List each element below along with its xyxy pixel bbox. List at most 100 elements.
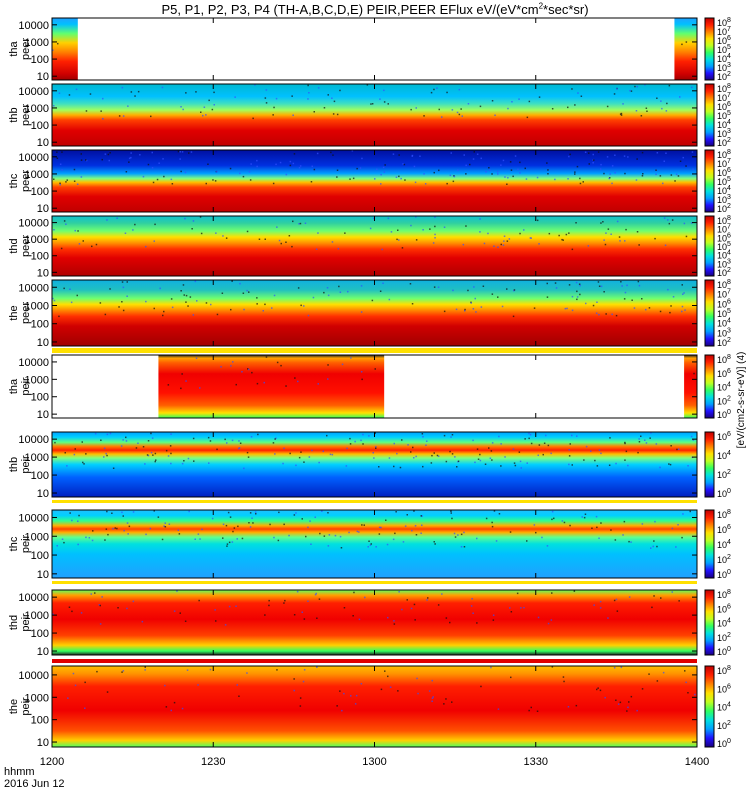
noise-speck bbox=[619, 240, 621, 242]
noise-speck bbox=[123, 529, 125, 532]
panel-ylabel-4: peer bbox=[20, 302, 32, 324]
noise-speck bbox=[104, 313, 107, 316]
noise-speck bbox=[197, 533, 200, 535]
noise-speck bbox=[393, 442, 395, 445]
noise-speck bbox=[303, 618, 306, 620]
noise-speck bbox=[628, 540, 630, 543]
noise-speck bbox=[500, 443, 502, 445]
noise-speck bbox=[693, 372, 695, 375]
noise-speck bbox=[625, 450, 628, 453]
noise-speck bbox=[579, 182, 582, 185]
noise-speck bbox=[628, 701, 630, 703]
noise-speck bbox=[664, 244, 667, 246]
noise-speck bbox=[241, 371, 243, 373]
noise-speck bbox=[491, 521, 493, 524]
noise-speck bbox=[331, 97, 333, 99]
time-axis-label: hhmm bbox=[4, 766, 35, 778]
noise-speck bbox=[225, 524, 228, 527]
noise-speck bbox=[622, 534, 624, 536]
noise-speck bbox=[273, 294, 276, 297]
noise-speck bbox=[489, 169, 491, 171]
noise-speck bbox=[121, 671, 123, 673]
noise-speck bbox=[234, 96, 236, 98]
noise-speck bbox=[246, 230, 249, 233]
noise-speck bbox=[303, 669, 306, 671]
noise-speck bbox=[615, 598, 618, 601]
noise-speck bbox=[285, 173, 288, 176]
noise-speck bbox=[182, 108, 184, 111]
noise-speck bbox=[59, 163, 62, 165]
noise-speck bbox=[529, 237, 532, 239]
noise-speck bbox=[684, 309, 686, 311]
noise-speck bbox=[677, 175, 680, 177]
noise-speck bbox=[645, 107, 648, 109]
noise-speck bbox=[593, 604, 595, 606]
noise-speck bbox=[524, 167, 526, 170]
colorbar-tick-label: 106 bbox=[717, 298, 731, 309]
noise-speck bbox=[371, 103, 374, 105]
noise-speck bbox=[283, 523, 285, 526]
colorbar-tick-label: 103 bbox=[717, 128, 731, 139]
noise-speck bbox=[627, 464, 629, 467]
noise-speck bbox=[575, 704, 578, 707]
noise-speck bbox=[114, 527, 116, 529]
noise-speck bbox=[299, 705, 302, 707]
noise-speck bbox=[587, 245, 590, 247]
noise-speck bbox=[683, 222, 686, 225]
noise-speck bbox=[604, 696, 606, 699]
noise-speck bbox=[348, 531, 350, 534]
y-tick-label: 1000 bbox=[25, 692, 49, 704]
noise-speck bbox=[465, 173, 467, 175]
noise-speck bbox=[111, 512, 113, 514]
noise-speck bbox=[685, 165, 687, 167]
colorbar-tick-label: 104 bbox=[717, 119, 731, 130]
noise-speck bbox=[319, 532, 321, 535]
noise-speck bbox=[265, 356, 268, 358]
noise-speck bbox=[360, 371, 363, 373]
noise-speck bbox=[655, 169, 657, 171]
noise-speck bbox=[135, 447, 138, 449]
separator-band bbox=[52, 581, 697, 584]
noise-speck bbox=[71, 610, 73, 613]
noise-speck bbox=[95, 243, 98, 246]
noise-speck bbox=[301, 518, 303, 520]
spectrogram-data-0-1 bbox=[674, 18, 697, 80]
noise-speck bbox=[297, 380, 299, 383]
noise-speck bbox=[592, 153, 594, 156]
noise-speck bbox=[163, 310, 165, 313]
noise-speck bbox=[74, 684, 77, 687]
noise-speck bbox=[170, 178, 173, 181]
noise-speck bbox=[395, 511, 397, 513]
noise-speck bbox=[652, 545, 654, 548]
noise-speck bbox=[479, 459, 482, 462]
noise-speck bbox=[659, 310, 662, 313]
noise-speck bbox=[450, 436, 452, 438]
noise-speck bbox=[436, 87, 438, 89]
noise-speck bbox=[493, 245, 495, 247]
noise-speck bbox=[519, 232, 521, 235]
noise-speck bbox=[109, 288, 111, 290]
y-tick-label: 10 bbox=[37, 337, 49, 349]
noise-speck bbox=[490, 450, 493, 452]
noise-speck bbox=[303, 461, 305, 463]
noise-speck bbox=[428, 690, 431, 692]
noise-speck bbox=[561, 238, 563, 241]
noise-speck bbox=[627, 156, 629, 158]
noise-speck bbox=[392, 153, 395, 155]
noise-speck bbox=[196, 300, 198, 302]
noise-speck bbox=[310, 181, 313, 183]
colorbar-tick-label: 104 bbox=[717, 618, 731, 629]
noise-speck bbox=[414, 619, 416, 621]
noise-speck bbox=[65, 223, 67, 225]
noise-speck bbox=[229, 167, 232, 170]
noise-speck bbox=[214, 180, 217, 182]
noise-speck bbox=[106, 433, 109, 436]
noise-speck bbox=[516, 592, 519, 595]
noise-speck bbox=[59, 183, 61, 186]
noise-speck bbox=[238, 440, 240, 442]
noise-speck bbox=[354, 703, 357, 705]
noise-speck bbox=[456, 466, 458, 468]
noise-speck bbox=[89, 93, 92, 95]
noise-speck bbox=[433, 88, 435, 91]
noise-speck bbox=[645, 308, 647, 311]
